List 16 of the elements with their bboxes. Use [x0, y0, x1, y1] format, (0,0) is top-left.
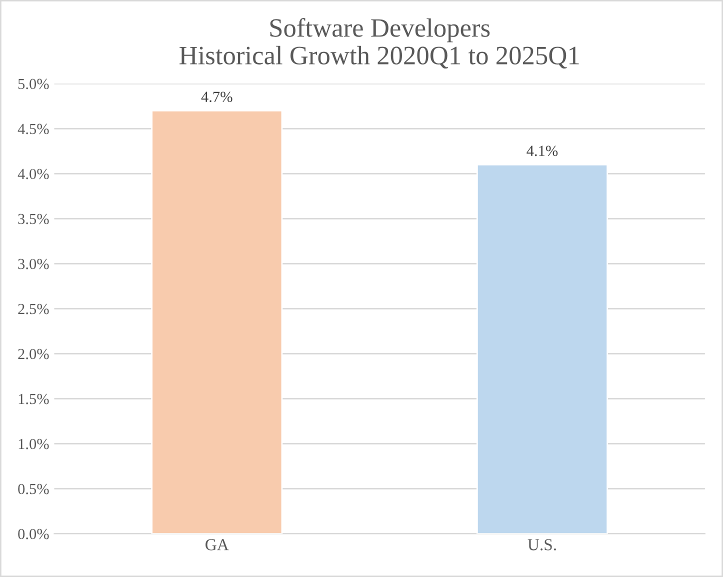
x-tick-label: U.S. [528, 539, 556, 550]
y-tick-label: 0.5% [18, 484, 49, 494]
chart-title: Software Developers Historical Growth 2020Q1 to 2025Q1 [180, 18, 579, 68]
y-tick-label: 2.0% [18, 348, 49, 360]
y-tick-label: 4.0% [18, 168, 49, 180]
x-tick-label: GA [206, 539, 229, 550]
y-tick-label: 3.5% [18, 214, 49, 224]
data-label: 4.7% [201, 92, 232, 102]
y-tick-label: 0.0% [18, 528, 49, 540]
y-tick-label: 1.0% [18, 438, 49, 450]
y-tick-label: 1.5% [18, 394, 49, 404]
y-tick-label: 3.0% [18, 258, 49, 270]
y-tick-label: 4.5% [18, 124, 49, 134]
y-tick-label: 5.0% [18, 78, 49, 90]
data-label: 4.1% [526, 146, 558, 156]
y-tick-label: 2.5% [18, 304, 49, 314]
